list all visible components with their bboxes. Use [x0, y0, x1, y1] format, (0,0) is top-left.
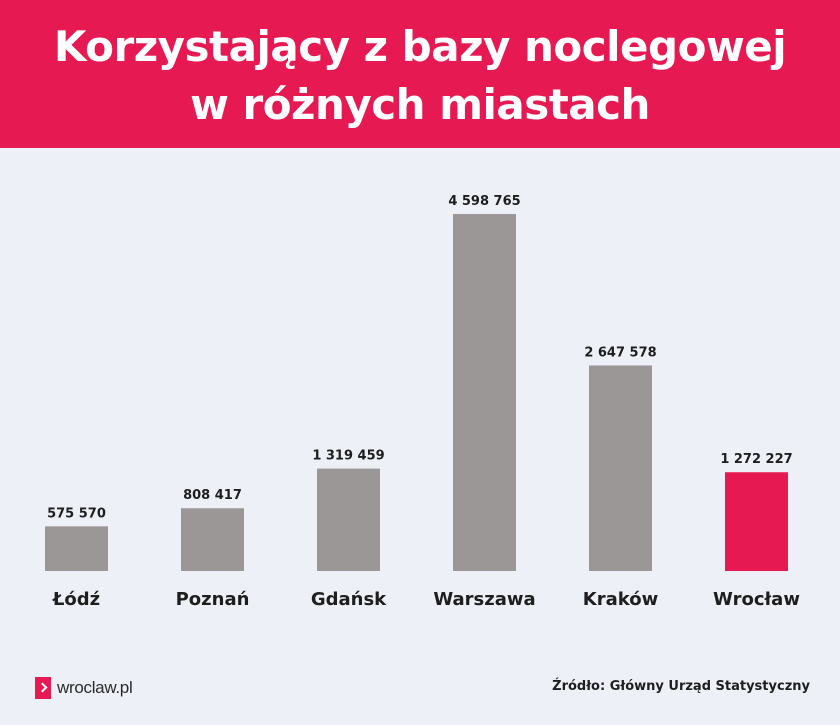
value-label-2: 808 417 — [183, 488, 242, 503]
value-label-4: 4 598 765 — [448, 194, 520, 209]
chart-title-line-1: Korzystający z bazy noclegowej — [53, 22, 787, 71]
value-label-5: 2 647 578 — [584, 345, 656, 360]
category-label-6: Wrocław — [713, 589, 800, 610]
logo-arrow-icon — [35, 677, 51, 699]
category-label-5: Kraków — [583, 589, 658, 610]
bar-4 — [453, 214, 516, 571]
value-label-6: 1 272 227 — [720, 452, 792, 467]
logo-text: wroclaw.pl — [57, 678, 133, 697]
bar-2 — [181, 508, 244, 571]
category-label-4: Warszawa — [433, 589, 535, 610]
source-note: Źródło: Główny Urząd Statystyczny — [552, 679, 810, 694]
bar-6 — [725, 472, 788, 571]
value-label-3: 1 319 459 — [312, 449, 384, 464]
bar-3 — [317, 468, 380, 571]
bar-chart: 575 570 Łódź 808 417 Poznań 1 319 459 Gdańsk 4… — [45, 194, 800, 610]
bar-5 — [589, 365, 652, 571]
bar-1 — [45, 526, 108, 571]
category-label-2: Poznań — [176, 589, 250, 610]
chart-title-line-2: w różnych miastach — [190, 80, 650, 129]
category-label-3: Gdańsk — [311, 589, 387, 610]
value-label-1: 575 570 — [47, 506, 106, 521]
title-banner: Korzystający z bazy noclegowej w różnych… — [0, 0, 840, 148]
wroclaw-logo[interactable]: wroclaw.pl — [35, 676, 133, 700]
category-label-1: Łódź — [52, 589, 100, 610]
